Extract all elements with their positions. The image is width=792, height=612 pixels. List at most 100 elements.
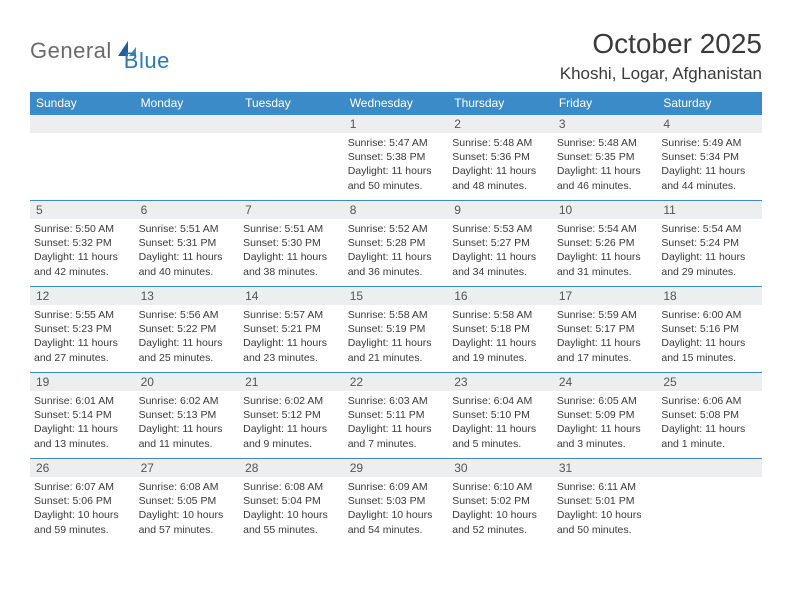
day-cell: 3Sunrise: 5:48 AMSunset: 5:35 PMDaylight… — [553, 115, 658, 201]
location-text: Khoshi, Logar, Afghanistan — [560, 64, 762, 84]
day-cell: 23Sunrise: 6:04 AMSunset: 5:10 PMDayligh… — [448, 373, 553, 459]
day-content: Sunrise: 5:59 AMSunset: 5:17 PMDaylight:… — [553, 305, 658, 371]
day-cell — [30, 115, 135, 201]
header: General Blue October 2025 Khoshi, Logar,… — [30, 28, 762, 84]
day-cell: 31Sunrise: 6:11 AMSunset: 5:01 PMDayligh… — [553, 459, 658, 545]
day-cell: 8Sunrise: 5:52 AMSunset: 5:28 PMDaylight… — [344, 201, 449, 287]
day-cell: 10Sunrise: 5:54 AMSunset: 5:26 PMDayligh… — [553, 201, 658, 287]
day-content: Sunrise: 5:50 AMSunset: 5:32 PMDaylight:… — [30, 219, 135, 285]
day-number: 13 — [135, 287, 240, 305]
day-cell: 2Sunrise: 5:48 AMSunset: 5:36 PMDaylight… — [448, 115, 553, 201]
day-number: 29 — [344, 459, 449, 477]
day-number: 20 — [135, 373, 240, 391]
day-number: 7 — [239, 201, 344, 219]
logo-text-general: General — [30, 38, 112, 64]
day-cell: 17Sunrise: 5:59 AMSunset: 5:17 PMDayligh… — [553, 287, 658, 373]
week-row: 26Sunrise: 6:07 AMSunset: 5:06 PMDayligh… — [30, 459, 762, 545]
day-cell: 24Sunrise: 6:05 AMSunset: 5:09 PMDayligh… — [553, 373, 658, 459]
day-content: Sunrise: 6:10 AMSunset: 5:02 PMDaylight:… — [448, 477, 553, 543]
day-number: 19 — [30, 373, 135, 391]
day-content: Sunrise: 5:52 AMSunset: 5:28 PMDaylight:… — [344, 219, 449, 285]
day-number: 15 — [344, 287, 449, 305]
day-number: 30 — [448, 459, 553, 477]
day-content: Sunrise: 5:53 AMSunset: 5:27 PMDaylight:… — [448, 219, 553, 285]
day-cell: 25Sunrise: 6:06 AMSunset: 5:08 PMDayligh… — [657, 373, 762, 459]
day-cell: 9Sunrise: 5:53 AMSunset: 5:27 PMDaylight… — [448, 201, 553, 287]
day-cell: 5Sunrise: 5:50 AMSunset: 5:32 PMDaylight… — [30, 201, 135, 287]
day-content: Sunrise: 5:51 AMSunset: 5:31 PMDaylight:… — [135, 219, 240, 285]
day-cell — [239, 115, 344, 201]
day-cell: 11Sunrise: 5:54 AMSunset: 5:24 PMDayligh… — [657, 201, 762, 287]
day-number: 16 — [448, 287, 553, 305]
day-cell: 26Sunrise: 6:07 AMSunset: 5:06 PMDayligh… — [30, 459, 135, 545]
day-number-bar — [135, 115, 240, 133]
day-content: Sunrise: 6:08 AMSunset: 5:05 PMDaylight:… — [135, 477, 240, 543]
day-number: 6 — [135, 201, 240, 219]
day-header-row: SundayMondayTuesdayWednesdayThursdayFrid… — [30, 92, 762, 115]
day-number-bar — [239, 115, 344, 133]
day-header: Wednesday — [344, 92, 449, 115]
day-number: 17 — [553, 287, 658, 305]
day-content: Sunrise: 6:01 AMSunset: 5:14 PMDaylight:… — [30, 391, 135, 457]
calendar-table: SundayMondayTuesdayWednesdayThursdayFrid… — [30, 92, 762, 545]
day-cell: 22Sunrise: 6:03 AMSunset: 5:11 PMDayligh… — [344, 373, 449, 459]
day-number: 10 — [553, 201, 658, 219]
day-cell: 28Sunrise: 6:08 AMSunset: 5:04 PMDayligh… — [239, 459, 344, 545]
day-content: Sunrise: 5:54 AMSunset: 5:26 PMDaylight:… — [553, 219, 658, 285]
day-cell: 14Sunrise: 5:57 AMSunset: 5:21 PMDayligh… — [239, 287, 344, 373]
day-cell: 1Sunrise: 5:47 AMSunset: 5:38 PMDaylight… — [344, 115, 449, 201]
day-cell: 6Sunrise: 5:51 AMSunset: 5:31 PMDaylight… — [135, 201, 240, 287]
week-row: 1Sunrise: 5:47 AMSunset: 5:38 PMDaylight… — [30, 115, 762, 201]
day-cell: 27Sunrise: 6:08 AMSunset: 5:05 PMDayligh… — [135, 459, 240, 545]
day-content: Sunrise: 5:58 AMSunset: 5:18 PMDaylight:… — [448, 305, 553, 371]
day-cell: 30Sunrise: 6:10 AMSunset: 5:02 PMDayligh… — [448, 459, 553, 545]
day-number: 25 — [657, 373, 762, 391]
day-content: Sunrise: 6:04 AMSunset: 5:10 PMDaylight:… — [448, 391, 553, 457]
day-cell: 29Sunrise: 6:09 AMSunset: 5:03 PMDayligh… — [344, 459, 449, 545]
day-content: Sunrise: 5:56 AMSunset: 5:22 PMDaylight:… — [135, 305, 240, 371]
week-row: 12Sunrise: 5:55 AMSunset: 5:23 PMDayligh… — [30, 287, 762, 373]
day-cell: 18Sunrise: 6:00 AMSunset: 5:16 PMDayligh… — [657, 287, 762, 373]
day-content: Sunrise: 5:58 AMSunset: 5:19 PMDaylight:… — [344, 305, 449, 371]
day-cell — [657, 459, 762, 545]
week-row: 19Sunrise: 6:01 AMSunset: 5:14 PMDayligh… — [30, 373, 762, 459]
title-block: October 2025 Khoshi, Logar, Afghanistan — [560, 28, 762, 84]
day-cell: 7Sunrise: 5:51 AMSunset: 5:30 PMDaylight… — [239, 201, 344, 287]
day-number: 18 — [657, 287, 762, 305]
day-number: 21 — [239, 373, 344, 391]
day-content: Sunrise: 6:05 AMSunset: 5:09 PMDaylight:… — [553, 391, 658, 457]
day-content: Sunrise: 6:07 AMSunset: 5:06 PMDaylight:… — [30, 477, 135, 543]
day-header: Friday — [553, 92, 658, 115]
day-content: Sunrise: 6:03 AMSunset: 5:11 PMDaylight:… — [344, 391, 449, 457]
day-header: Thursday — [448, 92, 553, 115]
day-number: 11 — [657, 201, 762, 219]
day-number: 14 — [239, 287, 344, 305]
day-content: Sunrise: 5:47 AMSunset: 5:38 PMDaylight:… — [344, 133, 449, 199]
day-content: Sunrise: 5:57 AMSunset: 5:21 PMDaylight:… — [239, 305, 344, 371]
day-number-bar — [657, 459, 762, 477]
day-number: 2 — [448, 115, 553, 133]
day-cell: 20Sunrise: 6:02 AMSunset: 5:13 PMDayligh… — [135, 373, 240, 459]
day-header: Saturday — [657, 92, 762, 115]
day-content: Sunrise: 5:48 AMSunset: 5:35 PMDaylight:… — [553, 133, 658, 199]
logo: General Blue — [30, 28, 170, 74]
day-cell: 12Sunrise: 5:55 AMSunset: 5:23 PMDayligh… — [30, 287, 135, 373]
day-number: 22 — [344, 373, 449, 391]
day-content: Sunrise: 5:48 AMSunset: 5:36 PMDaylight:… — [448, 133, 553, 199]
day-content: Sunrise: 6:09 AMSunset: 5:03 PMDaylight:… — [344, 477, 449, 543]
day-cell: 16Sunrise: 5:58 AMSunset: 5:18 PMDayligh… — [448, 287, 553, 373]
day-number: 1 — [344, 115, 449, 133]
day-cell: 4Sunrise: 5:49 AMSunset: 5:34 PMDaylight… — [657, 115, 762, 201]
day-number: 27 — [135, 459, 240, 477]
day-content: Sunrise: 6:08 AMSunset: 5:04 PMDaylight:… — [239, 477, 344, 543]
day-cell: 13Sunrise: 5:56 AMSunset: 5:22 PMDayligh… — [135, 287, 240, 373]
day-number: 26 — [30, 459, 135, 477]
day-cell: 15Sunrise: 5:58 AMSunset: 5:19 PMDayligh… — [344, 287, 449, 373]
day-number: 23 — [448, 373, 553, 391]
day-content: Sunrise: 5:54 AMSunset: 5:24 PMDaylight:… — [657, 219, 762, 285]
day-number: 9 — [448, 201, 553, 219]
day-number: 8 — [344, 201, 449, 219]
day-cell: 19Sunrise: 6:01 AMSunset: 5:14 PMDayligh… — [30, 373, 135, 459]
day-content: Sunrise: 5:49 AMSunset: 5:34 PMDaylight:… — [657, 133, 762, 199]
day-content: Sunrise: 6:00 AMSunset: 5:16 PMDaylight:… — [657, 305, 762, 371]
